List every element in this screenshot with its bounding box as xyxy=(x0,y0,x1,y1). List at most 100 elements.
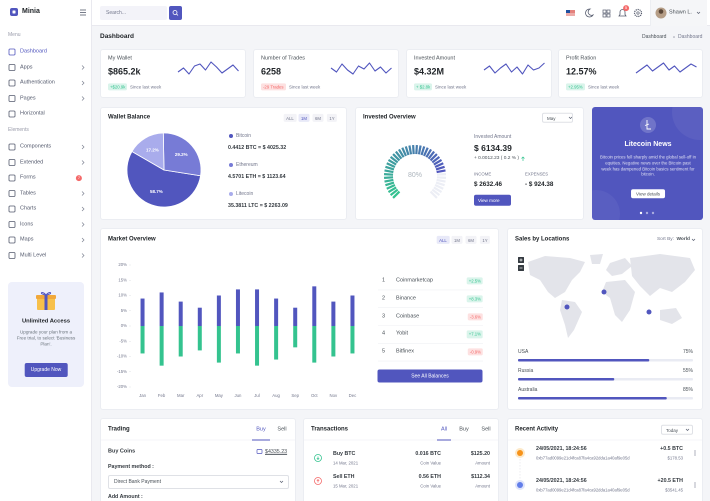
topbar xyxy=(92,0,710,26)
card-title: Wallet Balance xyxy=(108,114,151,121)
country-name: Australia xyxy=(518,387,538,393)
period-tab[interactable]: 1M xyxy=(298,113,310,123)
promo-text: Upgrade your plan from a Free trial, to … xyxy=(16,329,76,348)
stat-value: 6258 xyxy=(261,66,282,77)
menu-badge: 7 xyxy=(75,174,83,181)
news-title: Litecoin News xyxy=(624,140,672,148)
sort-value[interactable]: World xyxy=(676,237,690,243)
menu-item[interactable]: Maps xyxy=(20,236,34,243)
menu-item[interactable]: Dashboard xyxy=(20,48,47,55)
notification-badge: 5 xyxy=(623,4,629,11)
search-button[interactable] xyxy=(169,6,182,20)
menu-item[interactable]: Pages xyxy=(20,95,36,102)
stat-value: $865.2k xyxy=(108,66,141,77)
menu-item[interactable]: Extended xyxy=(20,159,44,166)
menu-item[interactable]: Icons xyxy=(20,221,34,228)
invested-amount: $ 6134.39 xyxy=(474,142,512,153)
card-title: Sales by Locations xyxy=(515,236,570,243)
exchange-change: -0.9% xyxy=(467,348,483,356)
period-tab[interactable]: ALL xyxy=(283,113,297,123)
transaction-amount-label: Amount xyxy=(475,482,490,488)
exchange-rank: 5 xyxy=(382,348,386,355)
breadcrumb: Dashboard xyxy=(678,34,703,40)
exchange-name: Binance xyxy=(396,295,416,302)
transaction-date: 15 Mar, 2021 xyxy=(333,482,359,488)
view-details-button[interactable]: View details xyxy=(631,189,665,199)
menu-item[interactable]: Multi Level xyxy=(20,252,47,259)
payment-label: Payment method : xyxy=(108,463,154,470)
stat-note: Since last week xyxy=(289,84,321,90)
transaction-amount-label: Amount xyxy=(475,459,490,465)
breadcrumb[interactable]: Dashboard xyxy=(642,34,667,40)
period-select[interactable]: Today xyxy=(661,424,694,436)
exchange-change: -3.6% xyxy=(467,313,483,321)
sort-label: Sort By: xyxy=(656,237,674,243)
period-tab[interactable]: 1Y xyxy=(326,113,338,123)
country-value: 85% xyxy=(682,387,693,393)
coin-value: 0.016 BTC xyxy=(415,450,441,457)
activity-amount: +20.5 ETH xyxy=(657,477,683,484)
transaction-tab[interactable]: Sell xyxy=(481,426,491,433)
stat-value: $4.32M xyxy=(414,66,445,77)
exchange-change: +7.1% xyxy=(466,330,483,338)
stat-label: Invested Amount xyxy=(414,55,455,62)
period-select[interactable]: May xyxy=(542,112,573,124)
promo-button[interactable]: Upgrade Now xyxy=(24,363,68,377)
stat-note: Since last week xyxy=(130,84,162,90)
stat-change: +$20.9k xyxy=(108,83,128,91)
trade-tab[interactable]: Buy xyxy=(256,426,266,433)
menu-item[interactable]: Authentication xyxy=(20,79,55,86)
period-tab[interactable]: ALL xyxy=(436,235,450,245)
see-all-button[interactable]: See All Balances xyxy=(377,369,483,383)
invested-label: Invested Amount xyxy=(474,134,512,140)
menu-title: Menu xyxy=(8,32,21,38)
country-name: Russia xyxy=(518,368,534,374)
activity-amount: +0.5 BTC xyxy=(660,445,683,452)
payment-select[interactable] xyxy=(108,475,289,489)
menu-item[interactable]: Apps xyxy=(20,64,33,71)
card-title: Market Overview xyxy=(108,236,156,243)
card-title: Invested Overview xyxy=(363,114,416,121)
transaction-date: 14 Mar, 2021 xyxy=(333,459,359,465)
view-more-button[interactable]: View more xyxy=(474,194,511,206)
menu-item[interactable]: Charts xyxy=(20,205,37,212)
gauge-label: 80% xyxy=(407,171,423,179)
transaction-tab[interactable]: Buy xyxy=(459,426,469,433)
activity-value: $3541.45 xyxy=(665,486,683,492)
stat-label: Number of Trades xyxy=(261,55,306,62)
trade-tab[interactable]: Sell xyxy=(277,426,287,433)
country-value: 75% xyxy=(682,349,693,355)
activity-hash: 0xb77ad0099e21d4fca87fa4ca92dda1a40af9e0… xyxy=(536,454,630,460)
income-value: $ 2632.46 xyxy=(474,181,503,189)
stat-note: Since last week xyxy=(588,84,620,90)
menu-title: Elements xyxy=(8,127,29,133)
coin-name: Litecoin xyxy=(236,191,254,197)
stat-change: -29 Trades xyxy=(261,83,286,91)
transaction-title: Sell ETH xyxy=(333,473,355,480)
coin-name: Ethereum xyxy=(236,162,258,168)
menu-item[interactable]: Forms xyxy=(20,174,36,181)
card-title: Recent Activity xyxy=(515,426,559,433)
card xyxy=(100,107,347,220)
coin-detail: 4.5701 ETH = $ 1123.64 xyxy=(228,173,286,180)
transaction-amount: $112.34 xyxy=(471,473,490,480)
expenses-value: - $ 924.38 xyxy=(525,181,554,189)
period-tab[interactable]: 1M xyxy=(451,235,463,245)
exchange-name: Bitfinex xyxy=(396,348,415,355)
transaction-tab[interactable]: All xyxy=(440,426,448,433)
coin-detail: 0.4412 BTC = $ 4025.32 xyxy=(228,144,287,151)
stat-value: 12.57% xyxy=(566,66,597,77)
menu-item[interactable]: Horizontal xyxy=(20,110,45,117)
menu-item[interactable]: Components xyxy=(20,143,52,150)
exchange-change: +8.3% xyxy=(466,295,483,303)
card xyxy=(355,107,584,220)
period-tab[interactable]: 6M xyxy=(465,235,477,245)
coin-value-label: Coin Value xyxy=(420,482,441,488)
menu-item[interactable]: Tables xyxy=(20,190,36,197)
coin-detail: 35.3811 LTC = $ 2263.09 xyxy=(228,202,288,209)
activity-date: 24/05/2021, 18:24:56 xyxy=(536,445,587,452)
period-tab[interactable]: 6M xyxy=(312,113,324,123)
promo-title: Unlimited Access xyxy=(21,318,71,325)
period-tab[interactable]: 1Y xyxy=(479,235,491,245)
breadcrumb-sep xyxy=(673,36,675,38)
